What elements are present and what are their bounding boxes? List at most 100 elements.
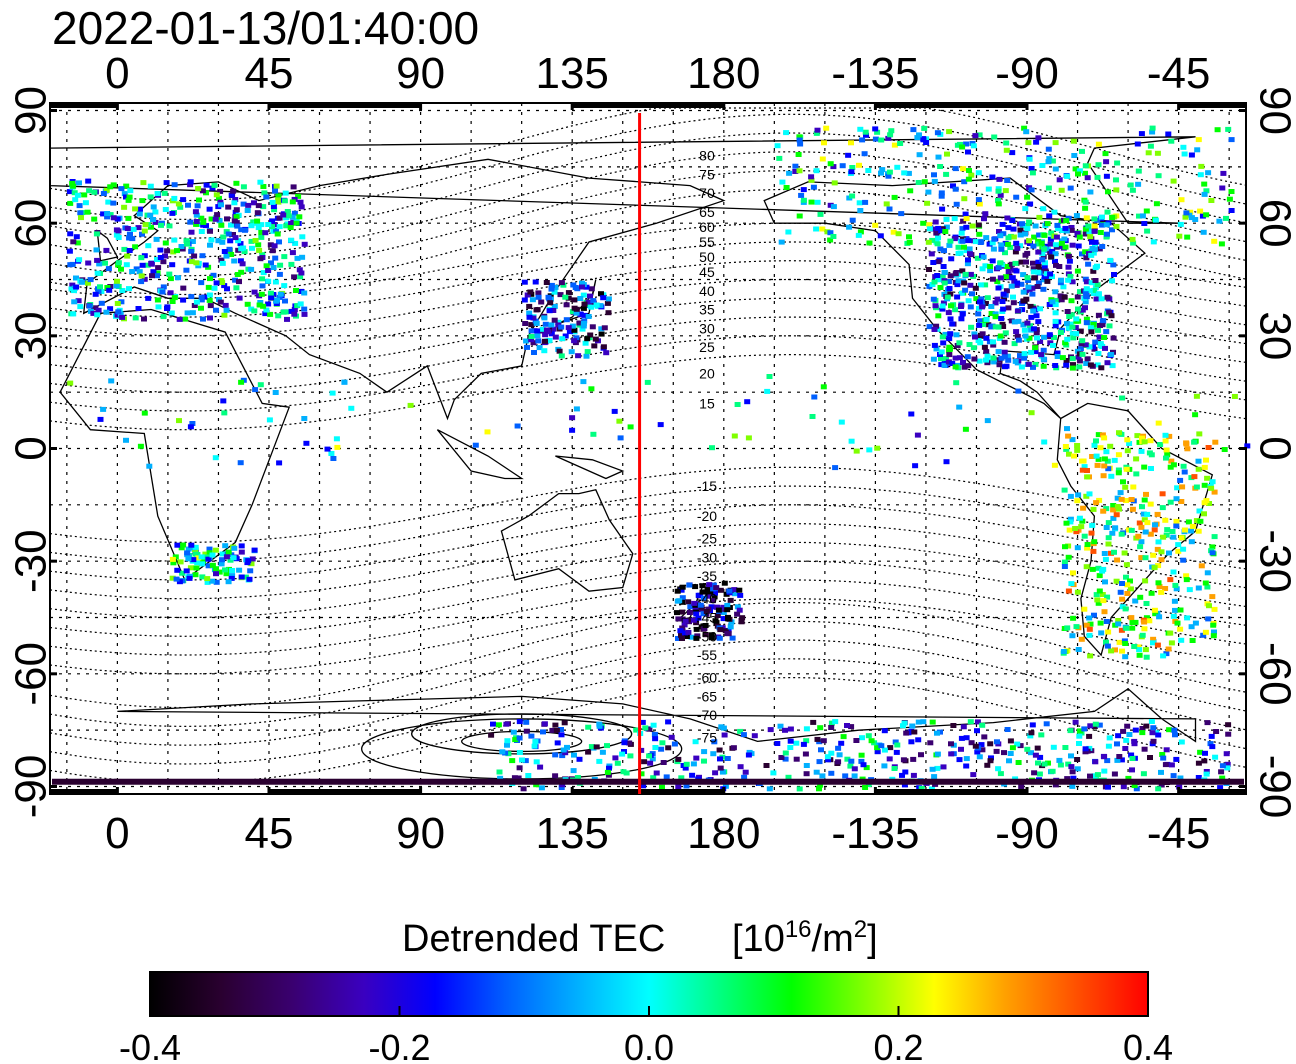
tec-cell xyxy=(1083,255,1090,261)
tec-cell xyxy=(976,299,983,305)
tec-cell xyxy=(1067,516,1074,522)
tec-cell xyxy=(866,240,873,246)
tec-cell xyxy=(1095,565,1102,571)
tec-cell xyxy=(1066,451,1072,457)
tec-cell xyxy=(1033,330,1040,336)
tec-cell xyxy=(1098,365,1105,371)
tec-cell xyxy=(1197,208,1204,214)
tec-cell xyxy=(282,298,288,304)
tec-cell xyxy=(702,623,709,628)
y-tick-mark-left xyxy=(49,221,57,225)
tec-cell xyxy=(954,282,961,288)
tec-cell xyxy=(66,248,73,254)
tec-cell xyxy=(849,193,856,199)
tec-cell xyxy=(1109,227,1115,233)
tec-cell xyxy=(619,751,626,757)
tec-cell xyxy=(959,238,966,244)
tec-cell xyxy=(958,746,964,752)
tec-cell xyxy=(167,276,174,282)
tec-cell xyxy=(1175,548,1182,554)
tec-cell xyxy=(189,310,196,316)
tec-cell xyxy=(647,760,654,766)
tec-cell xyxy=(887,745,894,751)
tec-cell xyxy=(903,730,910,736)
tec-cell xyxy=(232,277,239,283)
tec-cell xyxy=(176,579,183,585)
tec-cell xyxy=(269,224,275,230)
tec-cell xyxy=(571,338,578,344)
tec-cell xyxy=(965,176,972,182)
tec-cell xyxy=(717,765,724,771)
tec-cell xyxy=(1095,432,1102,438)
tec-cell xyxy=(1122,484,1129,490)
tec-cell xyxy=(705,593,712,599)
tec-cell xyxy=(1082,342,1089,348)
tec-cell xyxy=(1184,615,1191,621)
tec-cell xyxy=(968,172,975,178)
tec-cell xyxy=(535,290,542,296)
tec-cell xyxy=(232,235,239,241)
tec-cell xyxy=(169,575,176,581)
tec-cell xyxy=(1124,448,1131,454)
tec-cell xyxy=(499,749,506,755)
tec-cell xyxy=(1141,619,1148,625)
tec-cell xyxy=(115,228,122,234)
tec-cell xyxy=(1208,485,1215,491)
tec-cell xyxy=(678,632,684,638)
tec-cell xyxy=(1082,226,1089,232)
tec-cell xyxy=(983,316,990,322)
tec-cell xyxy=(189,421,196,426)
tec-cell xyxy=(1148,719,1155,724)
tec-cell xyxy=(251,547,258,553)
tec-cell xyxy=(297,199,304,205)
tec-cell xyxy=(1099,592,1106,597)
tec-cell xyxy=(288,261,295,267)
tec-cell xyxy=(1030,326,1037,332)
tec-cell xyxy=(219,260,226,266)
tec-cell xyxy=(701,749,708,755)
tec-cell xyxy=(1087,234,1094,240)
tec-cell xyxy=(1193,484,1200,490)
tec-cell xyxy=(856,162,862,168)
tec-cell xyxy=(223,253,230,259)
tec-cell xyxy=(1095,600,1102,606)
tec-cell xyxy=(488,732,495,738)
tec-cell xyxy=(290,184,297,190)
tec-cell xyxy=(1012,260,1019,266)
tec-cell xyxy=(638,771,645,777)
tec-cell xyxy=(91,216,98,222)
tec-cell xyxy=(521,297,528,303)
tec-cell xyxy=(1030,243,1037,249)
tec-cell xyxy=(155,304,162,310)
tec-cell xyxy=(1103,234,1110,240)
tec-cell xyxy=(570,768,577,774)
tec-cell xyxy=(543,280,550,285)
tec-cell xyxy=(874,445,881,451)
tec-cell xyxy=(1044,221,1051,227)
tec-cell xyxy=(192,209,199,215)
tec-cell xyxy=(268,295,275,301)
tec-cell xyxy=(1080,505,1087,511)
coastline xyxy=(763,177,1146,419)
tec-cell xyxy=(1114,504,1121,509)
tec-cell xyxy=(782,750,789,756)
tec-cell xyxy=(1066,314,1073,319)
tec-cell xyxy=(1061,294,1068,300)
tec-cell xyxy=(1081,606,1088,612)
tec-cell xyxy=(961,280,968,286)
tec-cell xyxy=(526,310,533,316)
tec-cell xyxy=(1005,357,1012,363)
tec-cell xyxy=(1068,764,1075,770)
tec-cell xyxy=(178,545,185,551)
tec-cell xyxy=(1052,318,1059,324)
tec-cell xyxy=(552,752,559,758)
tec-cell xyxy=(1244,443,1251,449)
tec-cell xyxy=(793,740,800,746)
tec-cell xyxy=(640,783,647,789)
tec-cell xyxy=(1052,310,1059,316)
tec-cell xyxy=(1052,140,1059,146)
tec-cell xyxy=(957,250,964,256)
tec-cell xyxy=(212,216,219,222)
tec-cell xyxy=(1079,251,1085,257)
tec-cell xyxy=(1188,152,1195,158)
